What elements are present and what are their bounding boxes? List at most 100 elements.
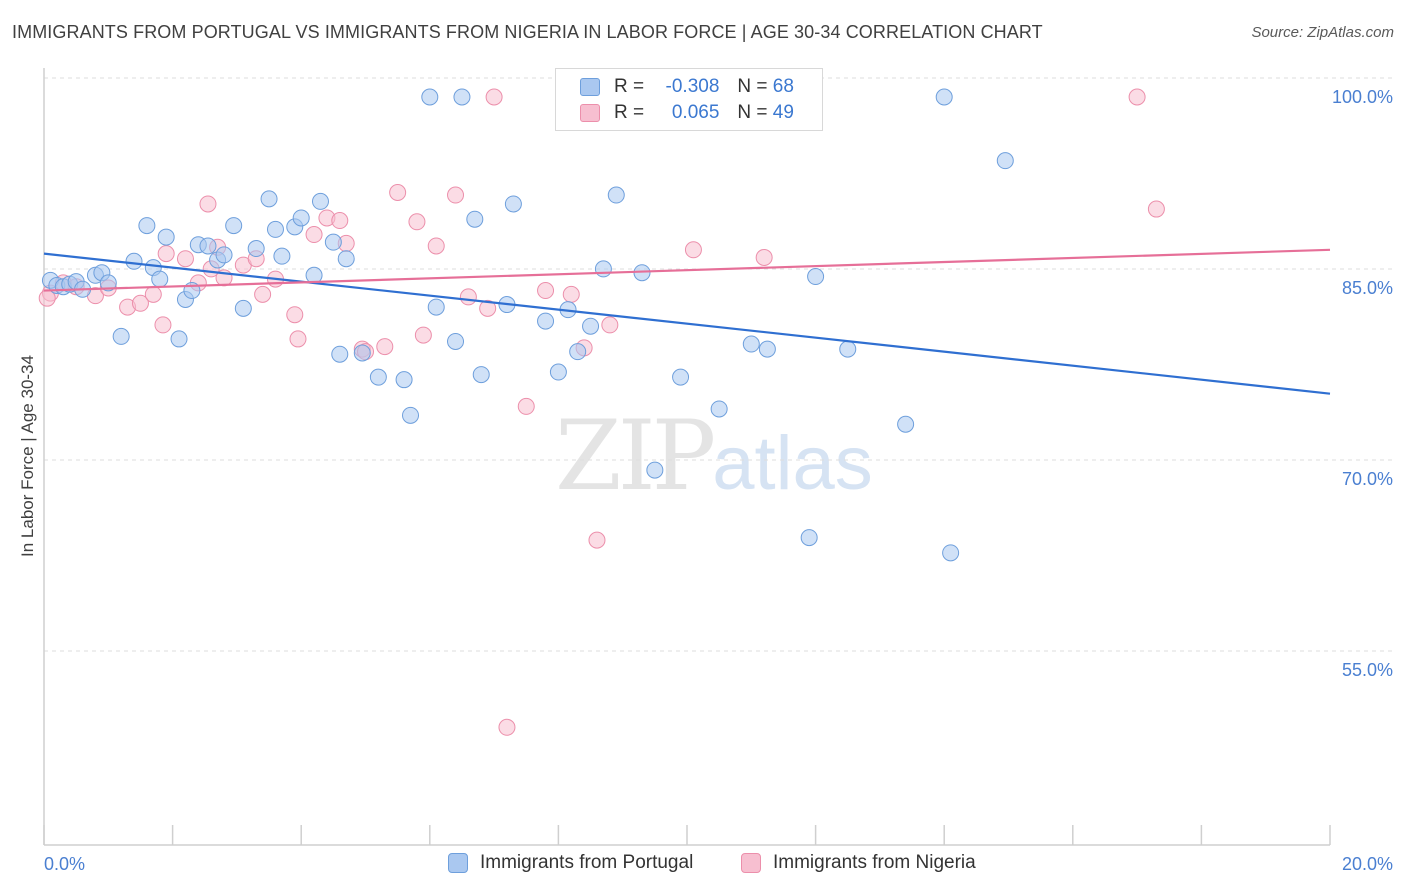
portugal-point <box>472 366 490 384</box>
axes <box>43 68 1330 846</box>
y-tick-label: 85.0% <box>1342 278 1393 298</box>
portugal-point <box>215 246 233 264</box>
nigeria-point <box>144 285 162 303</box>
portugal-point <box>549 363 567 381</box>
y-tick-label: 100.0% <box>1332 87 1393 107</box>
watermark-atlas: atlas <box>712 421 873 506</box>
portugal-point <box>594 260 612 278</box>
n-value: 68 <box>772 76 794 97</box>
portugal-point <box>504 195 522 213</box>
portugal-point <box>607 186 625 204</box>
legend-item-nigeria: Immigrants from Nigeria <box>741 852 976 874</box>
portugal-point <box>942 544 960 562</box>
portugal-point <box>353 344 371 362</box>
portugal-point <box>170 330 188 348</box>
stats-legend: R = -0.308 N = 68 R = 0.065 N = 49 <box>555 68 823 131</box>
r-value: -0.308 <box>665 76 720 97</box>
portugal-point <box>569 343 587 361</box>
nigeria-legend-swatch <box>741 853 761 873</box>
legend-row-portugal: R = -0.308 N = 68 <box>580 75 794 99</box>
trend-lines <box>43 248 1331 395</box>
portugal-point <box>234 299 252 317</box>
portugal-point <box>672 368 690 386</box>
portugal-point <box>758 340 776 358</box>
portugal-point <box>273 247 291 265</box>
nigeria-point <box>389 184 407 201</box>
portugal-point <box>839 340 857 358</box>
nigeria-point <box>131 294 149 312</box>
x-tick-marks <box>43 825 1331 845</box>
portugal-point <box>266 220 284 238</box>
portugal-point <box>225 217 243 235</box>
nigeria-swatch <box>580 104 600 122</box>
portugal-point <box>125 252 143 270</box>
portugal-swatch <box>580 78 600 96</box>
r-label: R = <box>614 102 645 123</box>
nigeria-point <box>755 248 773 266</box>
nigeria-point <box>414 326 432 344</box>
series-legend: Immigrants from Portugal Immigrants from… <box>0 852 1406 878</box>
portugal-trend-line <box>43 252 1331 395</box>
watermark-zip: ZIP <box>555 400 716 512</box>
portugal-point <box>260 190 278 208</box>
legend-item-portugal: Immigrants from Portugal <box>448 852 693 874</box>
y-tick-label: 55.0% <box>1342 660 1393 680</box>
x-tick-label-max: 20.0% <box>1342 854 1393 874</box>
nigeria-point <box>498 718 516 736</box>
portugal-point <box>897 415 915 433</box>
nigeria-point <box>157 245 175 263</box>
n-value: 49 <box>772 102 794 123</box>
gridlines <box>44 77 1395 652</box>
n-label: N = <box>737 102 768 123</box>
nigeria-point <box>562 285 580 303</box>
nigeria-point <box>1147 200 1165 218</box>
portugal-point <box>199 237 217 255</box>
portugal-point <box>337 250 355 268</box>
portugal-point <box>402 406 420 424</box>
nigeria-point <box>684 241 702 259</box>
portugal-point <box>112 327 130 345</box>
portugal-point <box>646 461 664 479</box>
series-nigeria-points <box>38 88 1165 736</box>
portugal-point <box>427 298 445 316</box>
r-value: 0.065 <box>671 102 720 123</box>
nigeria-point <box>427 237 445 255</box>
nigeria-point <box>479 299 497 317</box>
source-label: Source: ZipAtlas.com <box>1251 24 1394 41</box>
portugal-point <box>138 217 156 235</box>
nigeria-point <box>408 213 426 231</box>
series-portugal-points <box>41 88 1014 562</box>
portugal-point <box>537 312 555 330</box>
portugal-point <box>935 88 953 106</box>
nigeria-point <box>176 250 194 268</box>
y-axis-label: In Labor Force | Age 30-34 <box>18 355 37 557</box>
nigeria-point <box>588 531 606 549</box>
portugal-point <box>395 371 413 389</box>
portugal-point <box>582 317 600 335</box>
y-tick-label: 70.0% <box>1342 469 1393 489</box>
nigeria-point <box>1128 88 1146 106</box>
nigeria-point <box>601 316 619 334</box>
portugal-point <box>807 268 825 286</box>
nigeria-legend-label: Immigrants from Nigeria <box>773 852 976 873</box>
nigeria-point <box>447 186 465 204</box>
nigeria-trend-line <box>43 248 1331 292</box>
portugal-point <box>710 400 728 418</box>
portugal-point <box>292 209 310 227</box>
nigeria-point <box>199 195 217 213</box>
nigeria-point <box>459 288 477 306</box>
nigeria-point <box>154 316 172 334</box>
portugal-legend-swatch <box>448 853 468 873</box>
nigeria-point <box>305 226 323 244</box>
chart-title: IMMIGRANTS FROM PORTUGAL VS IMMIGRANTS F… <box>12 22 1043 42</box>
watermark: ZIPatlas <box>555 400 873 512</box>
portugal-point <box>247 240 265 258</box>
nigeria-point <box>485 88 503 106</box>
portugal-point <box>99 274 117 292</box>
portugal-point <box>466 210 484 228</box>
nigeria-point <box>537 282 555 300</box>
portugal-point <box>742 335 760 353</box>
portugal-point <box>369 368 387 386</box>
portugal-point <box>447 332 465 350</box>
